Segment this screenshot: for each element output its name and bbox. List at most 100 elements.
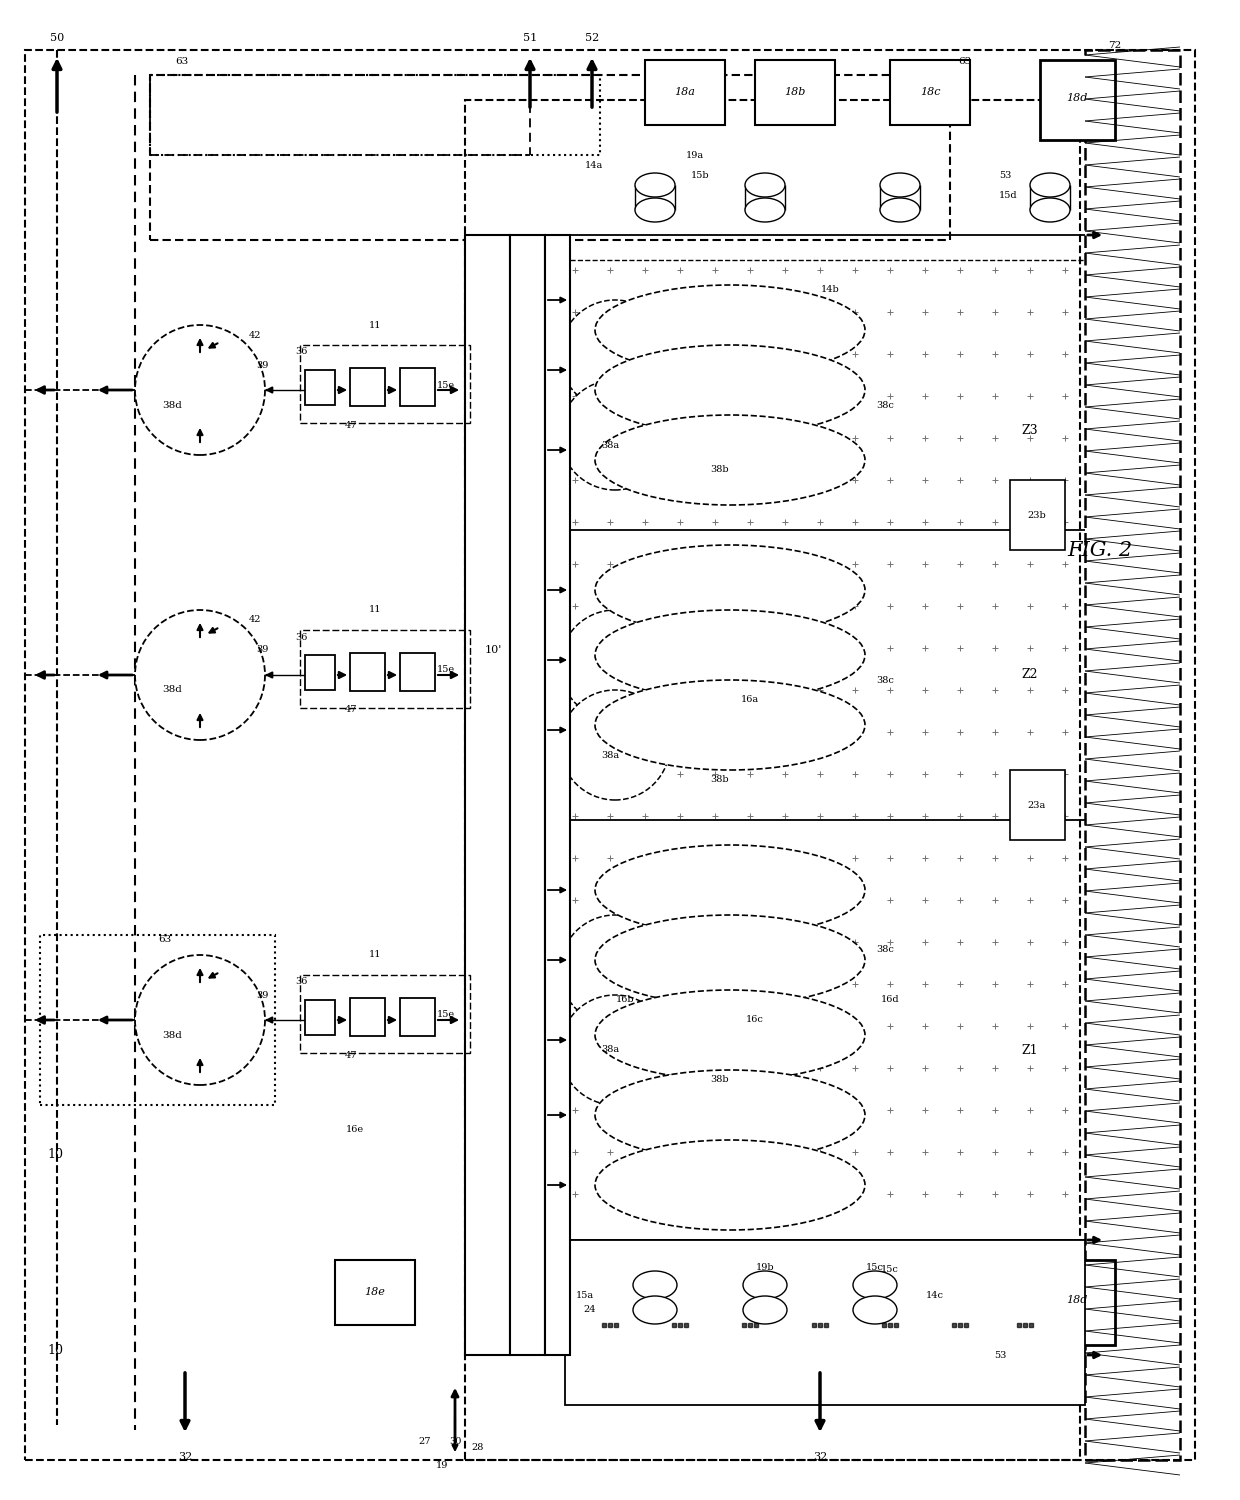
Text: 32: 32 (813, 1452, 827, 1462)
Ellipse shape (880, 172, 920, 196)
Text: 10': 10' (485, 645, 502, 656)
Bar (300, 345, 470, 423)
Bar (1085, 50, 1180, 1460)
Text: Z1: Z1 (1022, 1044, 1038, 1056)
Text: 51: 51 (523, 33, 537, 44)
Text: 38a: 38a (601, 441, 619, 450)
Text: 42: 42 (249, 330, 262, 339)
Text: 19: 19 (435, 1461, 448, 1470)
Bar (1011, 480, 1065, 550)
Text: 72: 72 (1109, 40, 1122, 50)
Text: 47: 47 (345, 420, 357, 429)
Ellipse shape (632, 1270, 677, 1299)
Text: 47: 47 (345, 1050, 357, 1059)
Bar (150, 75, 950, 240)
Ellipse shape (560, 994, 670, 1106)
Bar (305, 656, 335, 690)
Text: 38d: 38d (162, 686, 182, 694)
Text: 14b: 14b (821, 285, 839, 294)
Circle shape (135, 956, 265, 1084)
Bar (350, 368, 384, 407)
Text: 15e: 15e (436, 666, 455, 675)
Ellipse shape (595, 844, 866, 934)
Text: 19a: 19a (686, 150, 704, 159)
Text: 39: 39 (255, 645, 268, 654)
Text: 28: 28 (471, 1443, 484, 1452)
Bar (401, 368, 435, 407)
Text: 18b: 18b (785, 87, 806, 98)
Text: 24: 24 (584, 1305, 596, 1314)
Ellipse shape (745, 172, 785, 196)
Text: 27: 27 (419, 1437, 432, 1446)
Text: 38b: 38b (711, 776, 729, 784)
Circle shape (135, 326, 265, 454)
Ellipse shape (595, 416, 866, 506)
Text: 30: 30 (449, 1437, 461, 1446)
Bar (1040, 60, 1115, 140)
Ellipse shape (880, 198, 920, 222)
Bar (465, 100, 1080, 1459)
Text: 39: 39 (255, 990, 268, 999)
Bar (300, 975, 470, 1053)
Ellipse shape (595, 345, 866, 435)
Text: 38d: 38d (162, 400, 182, 410)
Text: 14c: 14c (926, 1290, 944, 1299)
Ellipse shape (595, 1140, 866, 1230)
Text: 16c: 16c (746, 1016, 764, 1025)
Text: FIG. 2: FIG. 2 (1068, 540, 1132, 560)
Bar (645, 60, 725, 124)
Ellipse shape (560, 915, 670, 1024)
Text: 14a: 14a (585, 160, 603, 170)
Text: 10: 10 (47, 1149, 63, 1161)
Circle shape (135, 610, 265, 740)
Bar (305, 1000, 335, 1035)
Ellipse shape (595, 1070, 866, 1160)
Text: 15d: 15d (998, 190, 1017, 200)
Ellipse shape (595, 915, 866, 1005)
Text: 18d: 18d (1066, 93, 1087, 104)
Text: 16d: 16d (880, 996, 899, 1005)
Ellipse shape (595, 285, 866, 375)
Text: 11: 11 (368, 321, 381, 330)
Bar (1011, 770, 1065, 840)
Text: 15c: 15c (882, 1266, 899, 1275)
Bar (565, 1240, 1085, 1406)
Text: 47: 47 (345, 705, 357, 714)
Text: 63: 63 (159, 936, 171, 945)
Text: Z2: Z2 (1022, 669, 1038, 681)
Ellipse shape (853, 1296, 897, 1324)
Text: 23a: 23a (1028, 801, 1047, 810)
Text: 63: 63 (959, 57, 972, 66)
Text: 11: 11 (368, 606, 381, 615)
Text: 15e: 15e (436, 381, 455, 390)
Bar (401, 652, 435, 692)
Text: 52: 52 (585, 33, 599, 44)
Bar (401, 998, 435, 1036)
Text: 15e: 15e (436, 1011, 455, 1020)
Bar (300, 630, 470, 708)
Text: 36: 36 (295, 978, 308, 987)
Text: 19b: 19b (755, 1263, 774, 1272)
Text: 38c: 38c (877, 400, 894, 410)
Text: 16a: 16a (742, 696, 759, 705)
Text: 53: 53 (998, 171, 1011, 180)
Text: 36: 36 (295, 633, 308, 642)
Bar (755, 60, 835, 124)
Text: 38b: 38b (711, 1076, 729, 1084)
Ellipse shape (595, 544, 866, 634)
Text: 10: 10 (47, 1344, 63, 1356)
Bar (350, 652, 384, 692)
Ellipse shape (560, 610, 670, 720)
Ellipse shape (632, 1296, 677, 1324)
Text: 38b: 38b (711, 465, 729, 474)
Text: 18c: 18c (920, 87, 940, 98)
Bar (510, 236, 546, 1354)
Text: 38a: 38a (601, 1046, 619, 1054)
Ellipse shape (635, 198, 675, 222)
Ellipse shape (595, 610, 866, 701)
Text: 15b: 15b (691, 171, 709, 180)
Ellipse shape (560, 380, 670, 490)
Bar (40, 934, 275, 1106)
Text: 32: 32 (177, 1452, 192, 1462)
Text: 36: 36 (295, 348, 308, 357)
